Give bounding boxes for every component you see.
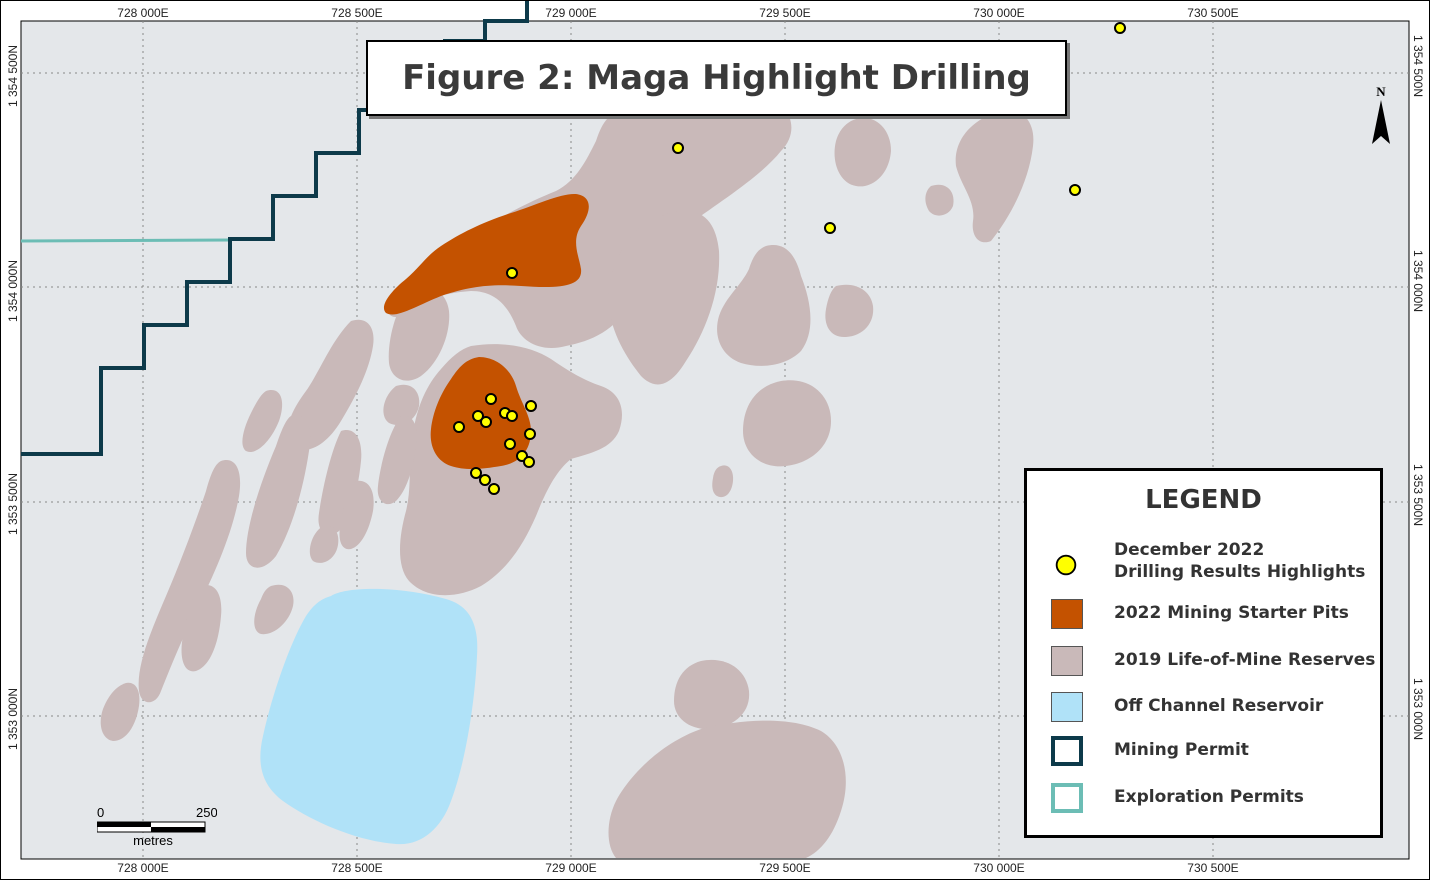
drill-hole <box>488 483 500 495</box>
exploration-permit-swatch <box>1051 783 1083 813</box>
scale-unit-label: metres <box>133 833 173 845</box>
drill-hole <box>672 142 684 154</box>
easting-label-bottom: 730 500E <box>1187 861 1239 875</box>
starter-pit-swatch <box>1051 599 1083 629</box>
easting-label-top: 729 500E <box>759 6 811 20</box>
reservoir-swatch <box>1051 692 1083 722</box>
drill-hole <box>504 438 516 450</box>
off-channel-reservoir <box>260 588 478 845</box>
drill-hole <box>479 474 491 486</box>
reserve-shape <box>383 384 420 426</box>
drill-hole <box>485 393 497 405</box>
easting-label-top: 729 000E <box>545 6 597 20</box>
drill-hole <box>506 410 518 422</box>
reserve-shape <box>181 585 222 672</box>
northing-label-left: 1 353 500N <box>6 472 20 536</box>
legend-label: 2019 Life-of-Mine Reserves <box>1114 650 1376 670</box>
reserve-shape <box>925 184 954 216</box>
legend-label: Off Channel Reservoir <box>1114 696 1324 716</box>
reserve-shape <box>309 525 339 563</box>
legend-label: December 2022 <box>1114 540 1265 560</box>
drill-hole <box>1114 22 1126 34</box>
easting-label-top: 728 500E <box>331 6 383 20</box>
drill-hole <box>480 416 492 428</box>
drill-hole <box>524 428 536 440</box>
easting-label-top: 728 000E <box>117 6 169 20</box>
northing-label-left: 1 354 500N <box>6 44 20 108</box>
legend-title: LEGEND <box>1145 485 1262 515</box>
drill-hole <box>824 222 836 234</box>
reserve-shape <box>717 245 811 366</box>
scale-start-label: 0 <box>97 805 104 820</box>
easting-label-top: 730 000E <box>973 6 1025 20</box>
reserve-shape <box>834 117 891 187</box>
reserve-shape <box>138 460 241 703</box>
easting-label-top: 730 500E <box>1187 6 1239 20</box>
reserve-shape <box>743 380 831 467</box>
reserve-shape <box>287 319 374 450</box>
figure-title-box: Figure 2: Maga Highlight Drilling <box>366 40 1067 116</box>
exploration-permit-boundary <box>20 238 232 243</box>
scale-end-label: 250 <box>196 805 217 820</box>
drill-hole <box>470 467 482 479</box>
scale-bar: 0 250 metres <box>97 805 217 845</box>
reserve-shape <box>377 415 417 505</box>
easting-label-bottom: 728 500E <box>331 861 383 875</box>
reserves-swatch <box>1051 646 1083 676</box>
drill-hole <box>453 421 465 433</box>
drill-hole <box>1069 184 1081 196</box>
mining-permit-swatch <box>1051 736 1083 766</box>
legend-label: Exploration Permits <box>1114 787 1304 807</box>
easting-label-bottom: 730 000E <box>973 861 1025 875</box>
drill-hole <box>506 267 518 279</box>
reserve-shape <box>254 584 294 635</box>
reserve-shape <box>339 480 374 550</box>
reserve-shape <box>242 390 283 452</box>
easting-label-bottom: 729 500E <box>759 861 811 875</box>
northing-label-right: 1 354 500N <box>1411 34 1425 98</box>
legend-label: 2022 Mining Starter Pits <box>1114 603 1349 623</box>
legend-label: Drilling Results Highlights <box>1114 562 1366 582</box>
north-label: N <box>1376 84 1386 99</box>
northing-label-right: 1 354 000N <box>1411 249 1425 313</box>
reserve-shape <box>955 110 1034 243</box>
reserve-shape <box>712 465 734 498</box>
reserve-shape <box>100 682 140 741</box>
drill-holes <box>453 22 1126 495</box>
easting-label-bottom: 729 000E <box>545 861 597 875</box>
yellow-circle-icon <box>1055 554 1077 576</box>
reserve-shape <box>825 284 874 338</box>
reserve-shape <box>608 210 720 385</box>
figure-title: Figure 2: Maga Highlight Drilling <box>402 58 1031 98</box>
northing-label-left: 1 354 000N <box>6 259 20 323</box>
drill-hole <box>472 410 484 422</box>
northing-label-left: 1 353 000N <box>6 687 20 751</box>
legend-label: Mining Permit <box>1114 740 1249 760</box>
north-arrow-icon: N <box>1372 84 1390 144</box>
drill-hole <box>523 456 535 468</box>
legend: LEGEND December 2022 Drilling Results Hi… <box>1024 468 1383 838</box>
easting-label-bottom: 728 000E <box>117 861 169 875</box>
starter-pit-north <box>383 193 589 315</box>
northing-label-right: 1 353 000N <box>1411 677 1425 741</box>
reserve-shape <box>674 659 750 730</box>
reserve-shape <box>608 720 846 858</box>
life-of-mine-reserves <box>100 95 1034 858</box>
reserve-shape <box>246 415 311 568</box>
northing-label-right: 1 353 500N <box>1411 463 1425 527</box>
drill-hole <box>525 400 537 412</box>
